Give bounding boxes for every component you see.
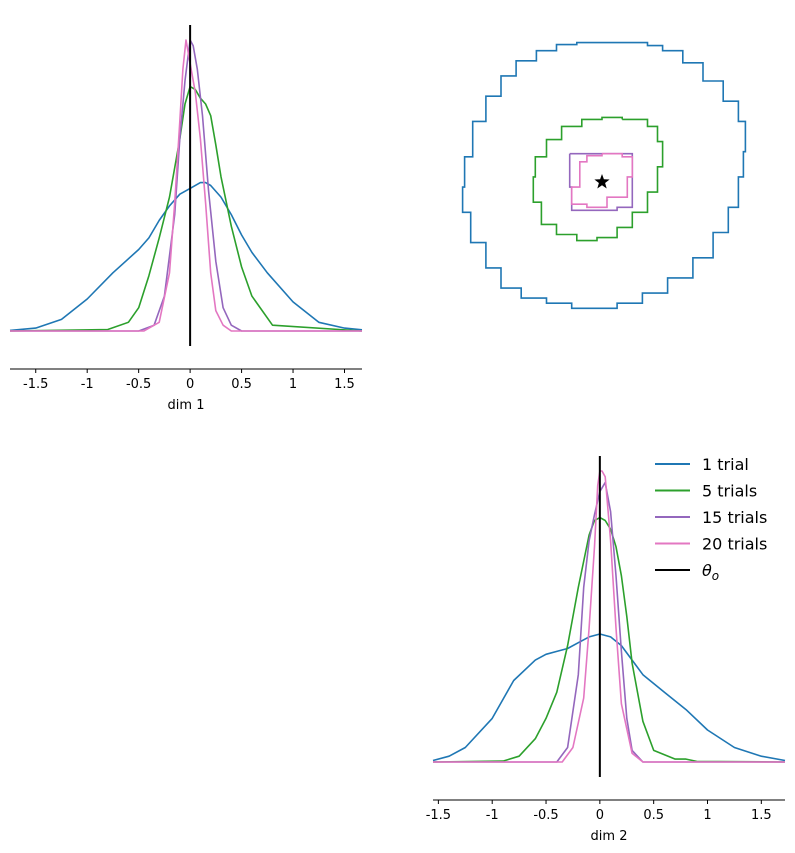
dim1-marginal-panel: -1.5 -1 -0.5 0 0.5 1 1.5 dim 1 — [9, 25, 363, 413]
contour-20-trials — [570, 152, 634, 209]
x-tick-label: 1.5 — [751, 808, 772, 823]
contour-5-trials — [532, 116, 664, 242]
x-tick-label: -0.5 — [126, 377, 151, 392]
true-point-star — [594, 174, 610, 189]
series-1-trial — [9, 181, 363, 332]
legend-item-15-trials: 15 trials — [655, 508, 767, 527]
x-tick-label: -0.5 — [533, 808, 558, 823]
x-tick-label: -1 — [81, 377, 94, 392]
x-tick-label: 0 — [596, 808, 604, 823]
x-tick-label: 0.5 — [643, 808, 664, 823]
legend: 1 trial 5 trials 15 trials 20 trials θo — [655, 455, 767, 583]
series-20-trials — [10, 39, 362, 332]
x-tick-label: -1.5 — [426, 808, 451, 823]
x-tick-label: 1 — [289, 377, 297, 392]
contour-15-trials — [568, 152, 634, 212]
x-tick-label: 0.5 — [231, 377, 252, 392]
series-15-trials — [10, 39, 362, 332]
x-tick-label: 1.5 — [334, 377, 355, 392]
series-1-trial — [432, 633, 786, 762]
legend-item-1-trial: 1 trial — [655, 455, 749, 474]
dim2-marginal-panel: -1.5 -1 -0.5 0 0.5 1 1.5 dim 2 — [426, 456, 786, 844]
legend-item-5-trials: 5 trials — [655, 482, 757, 501]
x-tick-label: 1 — [703, 808, 711, 823]
series-5-trials — [9, 85, 363, 332]
series-5-trials — [432, 516, 786, 763]
x-tick-label: 0 — [186, 377, 194, 392]
x-axis-label: dim 2 — [591, 829, 628, 844]
legend-item-theta: θo — [655, 561, 719, 583]
legend-label: 1 trial — [702, 455, 749, 474]
joint-contour-panel — [461, 41, 747, 310]
legend-label: 20 trials — [702, 535, 767, 554]
x-tick-label: -1.5 — [23, 377, 48, 392]
series-20-trials — [433, 470, 785, 763]
legend-label: 15 trials — [702, 508, 767, 527]
legend-label: θo — [702, 561, 719, 583]
x-axis-label: dim 1 — [168, 398, 205, 413]
series-15-trials — [433, 481, 785, 763]
legend-item-20-trials: 20 trials — [655, 535, 767, 554]
x-tick-label: -1 — [486, 808, 499, 823]
legend-label: 5 trials — [702, 482, 757, 501]
contour-1-trial — [461, 41, 747, 310]
